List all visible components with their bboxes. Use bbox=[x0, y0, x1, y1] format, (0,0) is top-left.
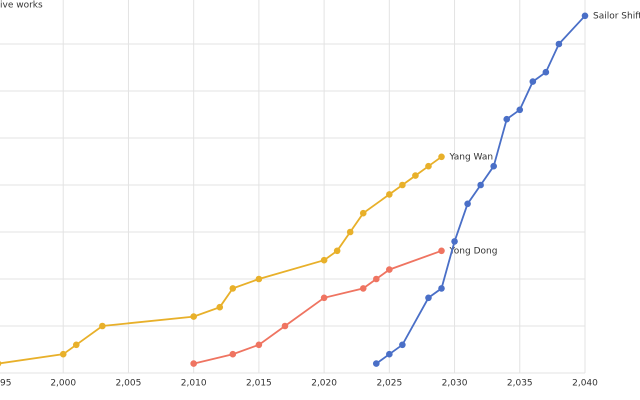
data-point bbox=[190, 313, 197, 320]
data-point bbox=[229, 285, 237, 292]
data-point bbox=[490, 162, 497, 170]
x-tick-label: 2,000 bbox=[50, 379, 76, 389]
data-point bbox=[503, 115, 511, 123]
data-point bbox=[425, 162, 432, 170]
data-point bbox=[216, 303, 224, 311]
data-point bbox=[399, 341, 406, 349]
data-point bbox=[438, 153, 445, 161]
data-point bbox=[359, 285, 367, 292]
data-point bbox=[333, 247, 341, 255]
data-point bbox=[438, 285, 445, 292]
series-label: Yong Dong bbox=[449, 246, 498, 256]
data-point bbox=[464, 200, 471, 208]
data-point bbox=[386, 191, 393, 198]
data-point bbox=[386, 266, 393, 273]
data-point bbox=[542, 68, 550, 76]
data-point bbox=[0, 360, 2, 367]
data-point bbox=[581, 12, 589, 20]
data-point bbox=[555, 40, 563, 48]
x-tick-label: 2,010 bbox=[181, 379, 207, 389]
x-tick-label: 2,025 bbox=[376, 379, 402, 389]
data-point bbox=[516, 106, 524, 114]
data-point bbox=[190, 360, 197, 367]
series-line bbox=[375, 15, 586, 365]
data-point bbox=[386, 350, 393, 358]
x-tick-label: 2,040 bbox=[572, 379, 598, 389]
data-point bbox=[425, 294, 432, 302]
data-point bbox=[320, 256, 328, 264]
data-point bbox=[255, 341, 263, 349]
x-tick-label: 2,005 bbox=[116, 379, 142, 389]
series-label: Yang Wan bbox=[449, 152, 494, 162]
data-point bbox=[346, 228, 354, 236]
data-point bbox=[529, 78, 537, 85]
data-point bbox=[281, 322, 289, 330]
x-tick-label: 2,035 bbox=[507, 379, 533, 389]
x-tick-label: 2,015 bbox=[246, 379, 272, 389]
data-point bbox=[72, 341, 80, 349]
data-point bbox=[255, 275, 263, 283]
x-tick-label: 2,030 bbox=[442, 379, 468, 389]
series-label: Sailor Shift bbox=[593, 11, 640, 21]
data-point bbox=[412, 172, 419, 179]
data-point bbox=[59, 350, 67, 358]
data-point bbox=[99, 322, 106, 330]
data-point bbox=[451, 238, 458, 245]
data-point bbox=[399, 181, 406, 189]
data-point bbox=[372, 360, 380, 367]
data-point bbox=[372, 275, 380, 283]
x-tick-label: 2,020 bbox=[311, 379, 337, 389]
x-tick-label: 95 bbox=[0, 379, 11, 389]
data-point bbox=[359, 209, 367, 217]
data-point bbox=[438, 247, 445, 255]
chart-title: ive works bbox=[0, 1, 43, 11]
data-point bbox=[477, 181, 484, 189]
data-point bbox=[229, 350, 237, 358]
data-point bbox=[320, 294, 328, 302]
series-line bbox=[0, 156, 443, 365]
